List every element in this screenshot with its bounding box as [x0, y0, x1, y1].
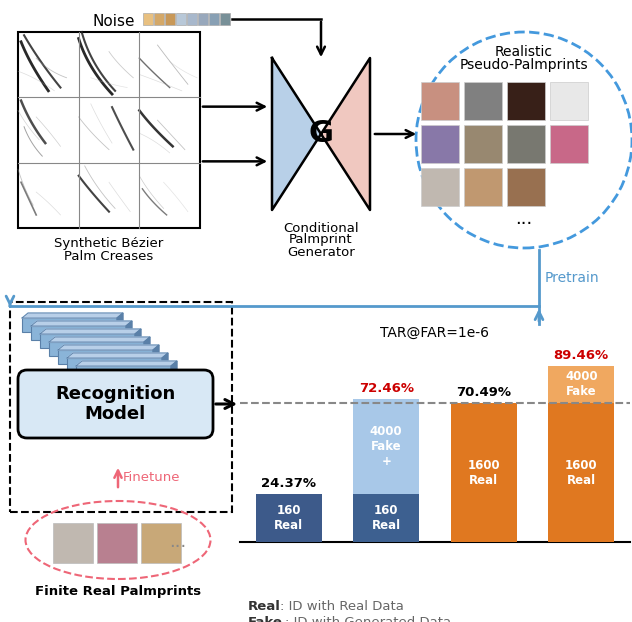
Bar — [548, 403, 614, 542]
Bar — [187, 13, 197, 25]
Bar — [255, 494, 322, 542]
Text: Palmprint: Palmprint — [289, 233, 353, 246]
Text: Synthetic Bézier: Synthetic Bézier — [54, 238, 164, 251]
Polygon shape — [67, 353, 168, 358]
Bar — [507, 125, 545, 163]
Text: ...: ... — [169, 533, 186, 551]
Polygon shape — [272, 58, 321, 210]
Text: Recognition
Model: Recognition Model — [56, 384, 176, 424]
Bar — [464, 125, 502, 163]
Polygon shape — [40, 329, 141, 334]
Bar — [220, 13, 230, 25]
Polygon shape — [117, 313, 123, 332]
Text: Realistic: Realistic — [495, 45, 553, 59]
Text: 24.37%: 24.37% — [261, 477, 316, 490]
Polygon shape — [31, 321, 132, 326]
Text: Conditional: Conditional — [283, 221, 359, 234]
Text: 70.49%: 70.49% — [456, 386, 511, 399]
Text: 89.46%: 89.46% — [554, 349, 609, 362]
Bar — [451, 403, 517, 542]
FancyBboxPatch shape — [18, 370, 213, 438]
Bar — [141, 523, 181, 563]
Bar — [548, 366, 614, 403]
Bar — [97, 523, 137, 563]
Bar — [165, 13, 175, 25]
Bar — [507, 82, 545, 120]
Text: 72.46%: 72.46% — [359, 383, 414, 396]
Text: : ID with Real Data: : ID with Real Data — [280, 600, 404, 613]
Bar — [421, 168, 459, 206]
Bar — [198, 13, 208, 25]
Text: G: G — [308, 119, 334, 149]
Text: Generator: Generator — [287, 246, 355, 259]
Bar — [53, 523, 93, 563]
Bar — [550, 125, 588, 163]
Polygon shape — [76, 361, 177, 366]
Polygon shape — [126, 321, 132, 340]
Bar — [18, 32, 200, 228]
Polygon shape — [162, 353, 168, 372]
Text: Real: Real — [248, 600, 281, 613]
Bar — [176, 13, 186, 25]
Bar — [353, 494, 420, 542]
Bar — [550, 82, 588, 120]
Text: Fake: Fake — [248, 616, 283, 622]
Bar — [209, 13, 219, 25]
Polygon shape — [22, 313, 123, 318]
Text: : ID with Generated Data: : ID with Generated Data — [285, 616, 451, 622]
Bar — [31, 326, 126, 340]
Bar — [40, 334, 135, 348]
Text: Palm Creases: Palm Creases — [64, 251, 154, 264]
Polygon shape — [49, 337, 150, 342]
Bar — [58, 350, 153, 364]
Text: Pseudo-Palmprints: Pseudo-Palmprints — [459, 58, 588, 72]
Bar — [353, 399, 420, 494]
Text: Finite Real Palmprints: Finite Real Palmprints — [35, 585, 201, 598]
Bar — [22, 318, 117, 332]
Polygon shape — [171, 361, 177, 380]
Bar — [421, 125, 459, 163]
Bar — [49, 342, 144, 356]
Text: Pretrain: Pretrain — [545, 271, 600, 285]
Polygon shape — [58, 345, 159, 350]
Polygon shape — [153, 345, 159, 364]
Polygon shape — [321, 58, 370, 210]
Text: 160
Real: 160 Real — [274, 504, 303, 532]
Text: 1600
Real: 1600 Real — [565, 458, 598, 486]
Text: 4000
Fake: 4000 Fake — [565, 371, 598, 399]
Polygon shape — [135, 329, 141, 348]
Bar — [464, 82, 502, 120]
Text: 1600
Real: 1600 Real — [468, 458, 500, 486]
Bar — [421, 82, 459, 120]
Bar — [507, 168, 545, 206]
Text: Finetune: Finetune — [123, 471, 181, 484]
Text: Noise: Noise — [93, 14, 135, 29]
Bar — [67, 358, 162, 372]
Text: 4000
Fake
+: 4000 Fake + — [370, 425, 403, 468]
Bar — [464, 168, 502, 206]
Bar — [154, 13, 164, 25]
Bar — [76, 366, 171, 380]
Text: ...: ... — [515, 210, 533, 228]
Bar — [10, 302, 232, 512]
Polygon shape — [144, 337, 150, 356]
Text: 160
Real: 160 Real — [372, 504, 401, 532]
Title: TAR@FAR=1e-6: TAR@FAR=1e-6 — [380, 326, 490, 340]
Bar — [143, 13, 153, 25]
